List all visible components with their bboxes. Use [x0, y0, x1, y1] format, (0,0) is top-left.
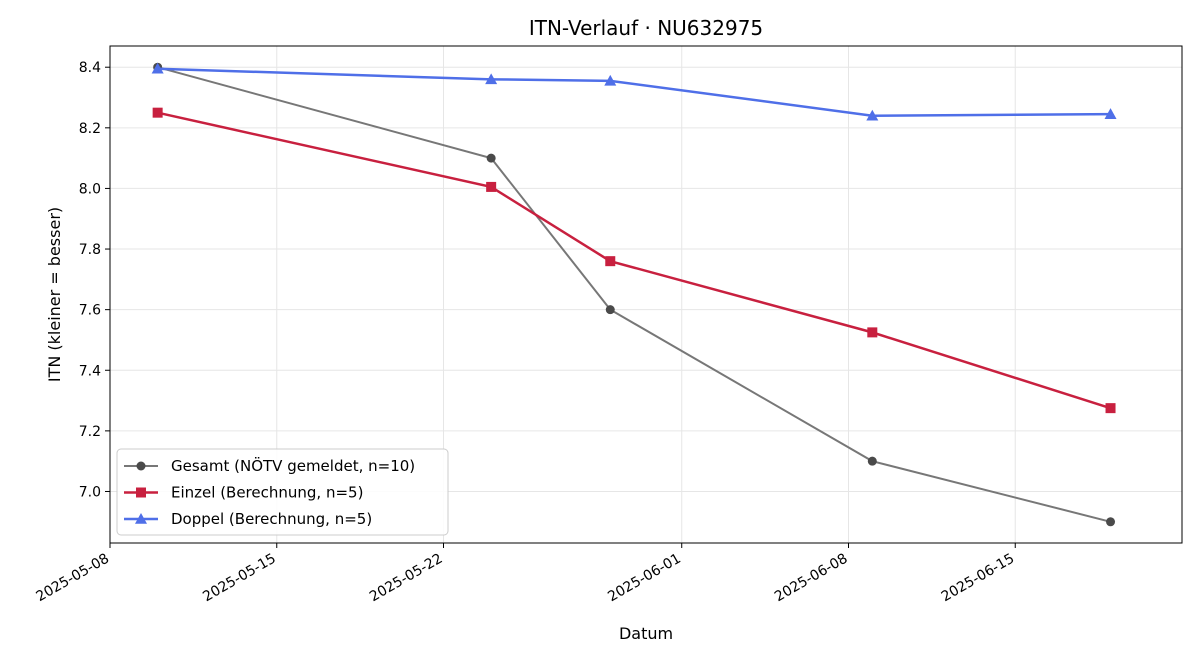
y-tick-label: 7.4 — [79, 363, 101, 379]
y-tick-label: 8.4 — [79, 60, 101, 76]
y-tick-label: 7.2 — [79, 424, 101, 440]
y-tick-label: 7.6 — [79, 303, 101, 319]
data-point — [866, 109, 879, 121]
series-line — [157, 67, 1111, 117]
data-point — [1105, 403, 1116, 414]
data-point — [604, 74, 617, 86]
series-layer — [151, 62, 1117, 527]
x-tick-label: 2025-06-15 — [939, 551, 1017, 606]
y-tick-label: 8.2 — [79, 121, 101, 137]
chart-title: ITN-Verlauf · NU632975 — [529, 16, 763, 40]
legend-box — [116, 448, 449, 536]
data-point — [867, 327, 878, 338]
data-point — [1104, 108, 1117, 119]
y-axis-label: ITN (kleiner = besser) — [45, 207, 64, 382]
data-point — [486, 153, 496, 163]
series-line — [157, 111, 1111, 410]
x-tick-label: 2025-06-01 — [605, 551, 683, 606]
grid-lines — [109, 46, 1182, 543]
data-point — [486, 181, 497, 192]
series-3 — [151, 62, 1117, 121]
legend-item: Doppel (Berechnung, n=5) — [124, 510, 372, 528]
y-tick-label: 7.0 — [79, 484, 101, 500]
x-tick-label: 2025-05-22 — [367, 551, 445, 606]
x-tick-label: 2025-05-15 — [200, 551, 278, 606]
x-tick-label: 2025-05-08 — [34, 551, 112, 606]
legend-label: Einzel (Berechnung, n=5) — [171, 484, 363, 502]
legend-marker — [136, 487, 146, 498]
series-2 — [152, 107, 1116, 414]
y-tick-label: 8.0 — [79, 181, 101, 197]
data-point — [605, 256, 616, 267]
x-tick-label: 2025-06-08 — [772, 551, 850, 606]
legend: Gesamt (NÖTV gemeldet, n=10) Einzel (Bere… — [116, 448, 449, 536]
legend-label: Gesamt (NÖTV gemeldet, n=10) — [171, 456, 415, 475]
legend-item: Einzel (Berechnung, n=5) — [124, 484, 363, 502]
x-axis-label: Datum — [619, 624, 673, 643]
data-point — [485, 73, 498, 85]
data-point — [1106, 517, 1116, 527]
legend-marker — [136, 461, 146, 471]
legend-item: Gesamt (NÖTV gemeldet, n=10) — [124, 456, 415, 475]
data-point — [152, 107, 163, 118]
plot-frame — [109, 45, 1183, 544]
legend-label: Doppel (Berechnung, n=5) — [171, 510, 372, 528]
data-point — [867, 456, 877, 466]
data-point — [151, 62, 164, 74]
y-tick-label: 7.8 — [79, 242, 101, 258]
data-point — [605, 305, 615, 315]
legend-marker — [135, 513, 147, 524]
